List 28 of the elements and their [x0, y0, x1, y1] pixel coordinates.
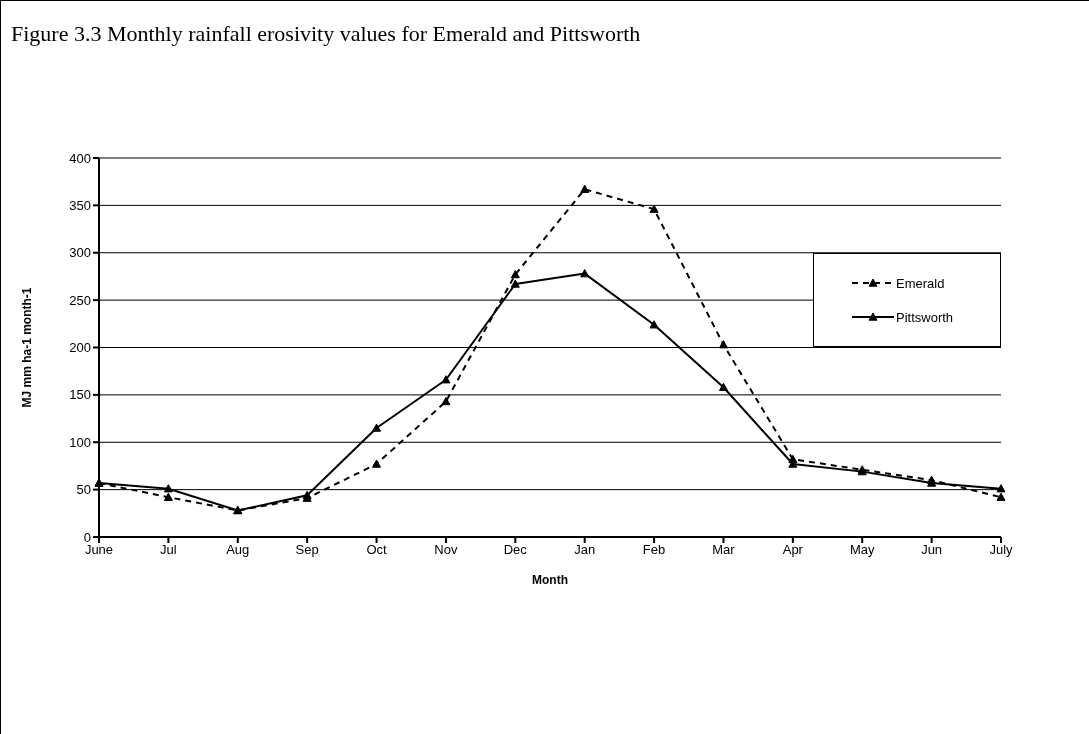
- y-tick-label: 100: [69, 434, 91, 450]
- x-tick-label: Jul: [160, 542, 177, 558]
- chart-title: Figure 3.3 Monthly rainfall erosivity values for Emerald and Pittsworth: [11, 21, 641, 47]
- legend-label: Emerald: [896, 275, 945, 291]
- x-tick-label: Dec: [503, 542, 528, 558]
- x-tick-label: Jun: [921, 542, 943, 558]
- y-tick-label: 150: [69, 387, 91, 403]
- y-tick-label: 350: [69, 197, 91, 213]
- x-tick-label: Nov: [434, 542, 458, 558]
- x-tick-label: July: [989, 542, 1014, 558]
- y-tick-label: 200: [69, 340, 91, 356]
- x-axis-title: Month: [532, 572, 568, 587]
- x-tick-label: June: [84, 542, 114, 558]
- y-tick-label: 300: [69, 245, 91, 261]
- x-tick-label: Oct: [366, 542, 388, 558]
- x-tick-label: May: [849, 542, 876, 558]
- x-tick-label: Jan: [574, 542, 596, 558]
- x-tick-label: Feb: [642, 542, 666, 558]
- y-axis-title: MJ mm ha-1 month-1: [20, 287, 35, 408]
- x-tick-label: Apr: [782, 542, 804, 558]
- x-tick-label: Aug: [226, 542, 250, 558]
- x-tick-label: Mar: [712, 542, 736, 558]
- y-tick-label: 250: [69, 292, 91, 308]
- legend-label: Pittsworth: [896, 309, 954, 325]
- x-tick-label: Sep: [295, 542, 319, 558]
- y-tick-label: 400: [69, 150, 91, 166]
- y-tick-label: 0: [83, 529, 91, 545]
- y-tick-label: 50: [76, 482, 91, 498]
